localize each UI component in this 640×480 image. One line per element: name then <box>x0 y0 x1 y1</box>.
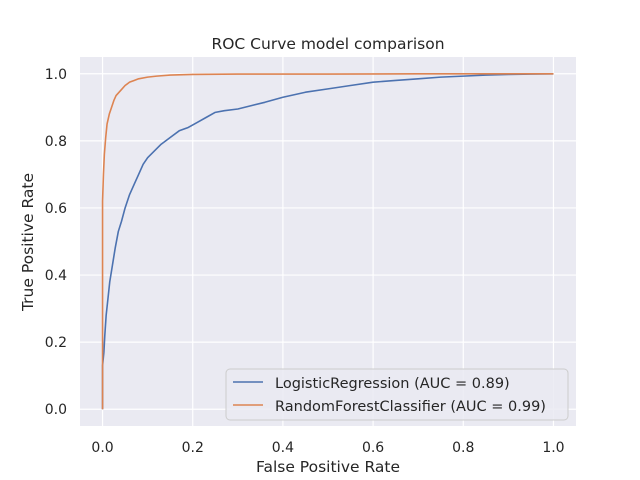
series-lines <box>101 72 554 410</box>
chart-title: ROC Curve model comparison <box>211 35 444 53</box>
y-tick-label: 0.6 <box>45 201 67 217</box>
y-axis-label: True Positive Rate <box>19 173 37 312</box>
x-tick-label: 0.2 <box>182 440 204 456</box>
legend-label-random-forest: RandomForestClassifier (AUC = 0.99) <box>275 399 546 415</box>
series-line-logistic-regression <box>101 72 554 410</box>
x-tick-label: 1.0 <box>542 440 564 456</box>
y-tick-label: 0.8 <box>45 134 67 150</box>
x-tick-labels: 0.0 0.2 0.4 0.6 0.8 1.0 <box>91 440 564 456</box>
series-line-random-forest <box>101 72 554 410</box>
legend: LogisticRegression (AUC = 0.89) RandomFo… <box>225 368 569 421</box>
y-tick-label: 0.4 <box>45 268 67 284</box>
x-tick-label: 0.8 <box>452 440 474 456</box>
y-tick-labels: 0.0 0.2 0.4 0.6 0.8 1.0 <box>45 67 67 418</box>
x-tick-label: 0.4 <box>272 440 294 456</box>
legend-label-logistic-regression: LogisticRegression (AUC = 0.89) <box>275 376 510 392</box>
y-tick-label: 0.2 <box>45 335 67 351</box>
x-tick-label: 0.0 <box>91 440 113 456</box>
y-tick-label: 1.0 <box>45 67 67 83</box>
legend-box <box>225 368 569 421</box>
plot-background <box>80 57 576 426</box>
y-tick-label: 0.0 <box>45 402 67 418</box>
grid <box>80 57 576 426</box>
x-axis-label: False Positive Rate <box>256 458 400 476</box>
x-tick-label: 0.6 <box>362 440 384 456</box>
